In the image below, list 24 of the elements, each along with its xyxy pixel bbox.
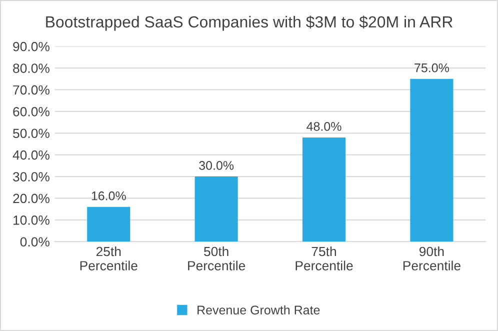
y-tick-label: 80.0% xyxy=(13,64,50,73)
chart-title: Bootstrapped SaaS Companies with $3M to $20M in ARR xyxy=(46,16,452,31)
y-tick-label: 90.0% xyxy=(13,42,50,52)
bar xyxy=(302,137,346,242)
x-tick-label: 75th Percentile xyxy=(296,246,353,270)
data-label: 16.0% xyxy=(92,191,126,200)
legend-label: Revenue Growth Rate xyxy=(198,305,320,314)
y-tick-label: 20.0% xyxy=(13,194,50,204)
data-label: 75.0% xyxy=(414,63,449,72)
x-tick-label: 90th Percentile xyxy=(403,246,460,270)
bar xyxy=(410,78,454,242)
y-tick-label: 60.0% xyxy=(13,107,50,116)
y-tick-label: 50.0% xyxy=(13,128,50,138)
y-tick-label: 0.0% xyxy=(20,237,50,247)
bar xyxy=(194,176,238,242)
y-tick-label: 30.0% xyxy=(13,172,50,182)
data-label: 30.0% xyxy=(199,161,234,170)
x-tick-label: 25th Percentile xyxy=(80,246,138,270)
bar xyxy=(87,206,130,242)
data-label: 48.0% xyxy=(306,122,342,131)
x-tick-label: 50th Percentile xyxy=(188,246,246,270)
y-tick-label: 70.0% xyxy=(13,85,50,95)
y-tick-label: 10.0% xyxy=(14,216,50,225)
y-tick-label: 40.0% xyxy=(12,150,50,160)
